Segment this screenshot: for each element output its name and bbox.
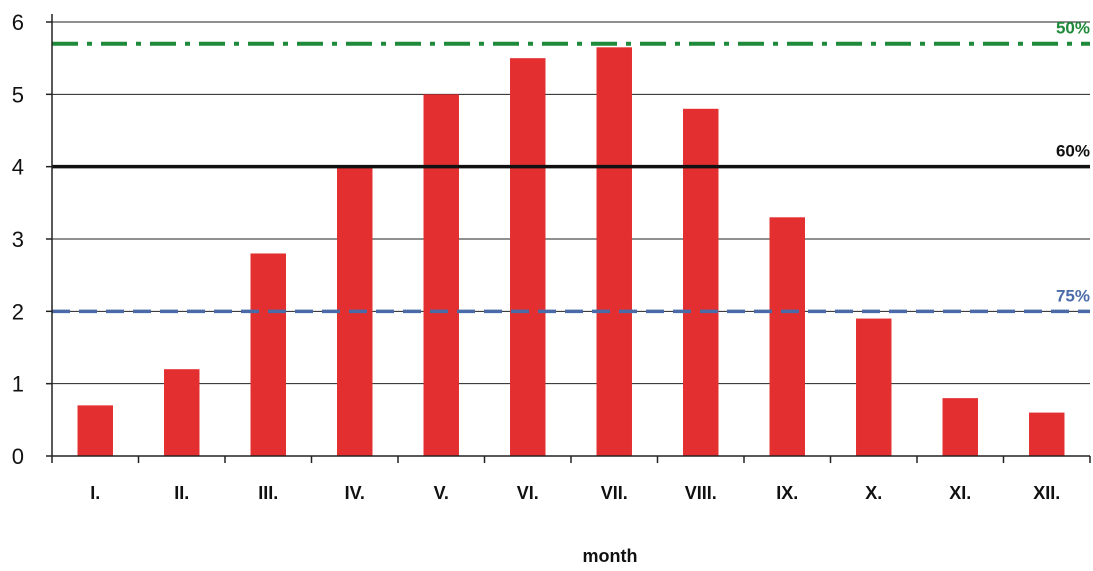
x-tick-label-11: XI. xyxy=(949,483,971,503)
y-tick-label-5: 5 xyxy=(12,82,24,107)
x-tick-label-7: VII. xyxy=(601,483,628,503)
x-tick-label-1: I. xyxy=(90,483,100,503)
y-tick-labels: 0 1 2 3 4 5 6 xyxy=(12,10,24,469)
x-tick-label-5: V. xyxy=(434,483,449,503)
x-tick-label-12: XII. xyxy=(1033,483,1060,503)
y-tick-label-3: 3 xyxy=(12,227,24,252)
y-tick-label-0: 0 xyxy=(12,444,24,469)
axes xyxy=(46,14,1091,463)
bar-12 xyxy=(1029,412,1065,456)
y-tick-label-1: 1 xyxy=(12,372,24,397)
reference-lines: 50% 60% 75% xyxy=(52,19,1090,314)
bar-5 xyxy=(423,94,459,456)
gridlines xyxy=(52,21,1090,385)
x-tick-label-4: IV. xyxy=(345,483,365,503)
y-tick-label-6: 6 xyxy=(12,10,24,35)
y-tick-label-2: 2 xyxy=(12,299,24,324)
x-tick-label-10: X. xyxy=(865,483,882,503)
x-tick-label-3: III. xyxy=(258,483,278,503)
reference-label-75pct: 75% xyxy=(1056,286,1090,305)
x-tick-label-2: II. xyxy=(174,483,189,503)
x-tick-label-8: VIII. xyxy=(685,483,717,503)
bar-2 xyxy=(164,369,200,456)
bar-11 xyxy=(942,398,978,456)
reference-label-60pct: 60% xyxy=(1056,142,1090,161)
x-tick-label-6: VI. xyxy=(517,483,539,503)
reference-label-50pct: 50% xyxy=(1056,19,1090,38)
bar-10 xyxy=(856,318,892,456)
x-axis-label: month xyxy=(583,546,638,566)
bar-1 xyxy=(77,405,113,456)
y-tick-label-4: 4 xyxy=(12,155,24,180)
bar-8 xyxy=(683,108,719,457)
bar-9 xyxy=(769,217,805,456)
bar-7 xyxy=(596,47,632,457)
bar-3 xyxy=(250,253,286,456)
x-tick-labels: I. II. III. IV. V. VI. VII. VIII. IX. X. XI. XII. xyxy=(90,483,1060,503)
x-tick-label-9: IX. xyxy=(776,483,798,503)
bars xyxy=(77,47,1065,457)
bar-6 xyxy=(510,58,546,457)
